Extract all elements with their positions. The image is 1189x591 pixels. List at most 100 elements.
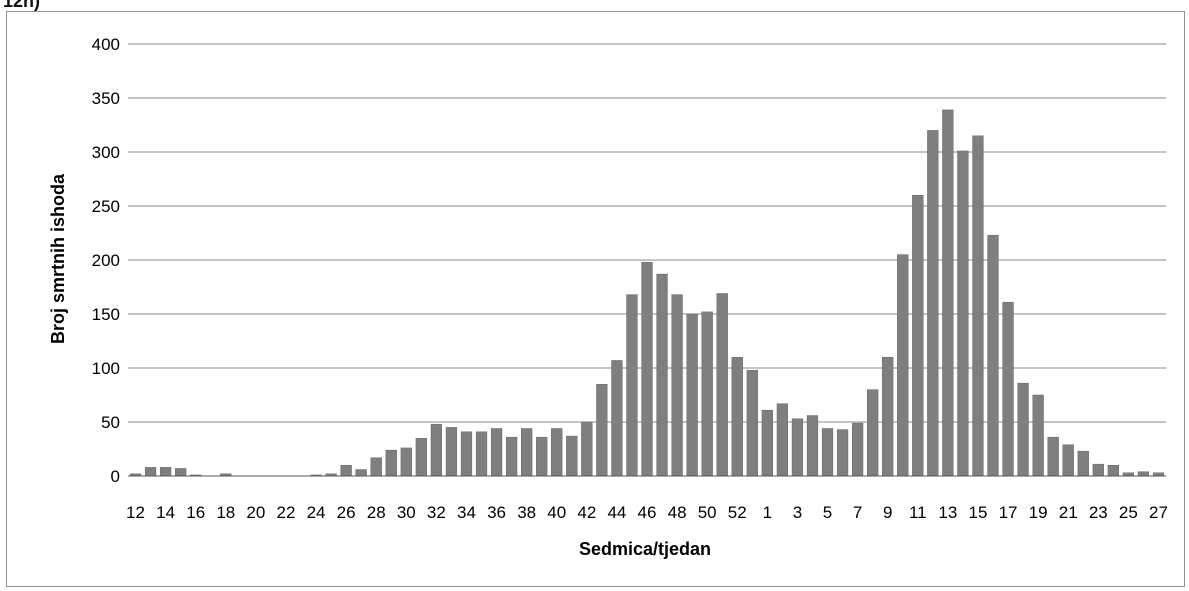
bar-week-21-idx61 <box>1047 436 1059 477</box>
bar-week-37-idx25 <box>505 436 518 477</box>
bar-week-19-idx59 <box>1017 382 1029 477</box>
x-tick-label: 24 <box>307 503 326 522</box>
bar-week-49-idx37 <box>686 313 698 477</box>
x-tick-label: 22 <box>276 503 295 522</box>
x-tick-label: 14 <box>156 503 175 522</box>
bar-week-43-idx31 <box>596 384 608 477</box>
bar-week-26-idx14 <box>340 465 352 477</box>
y-tick-label: 250 <box>92 197 120 216</box>
x-tick-label: 46 <box>638 503 657 522</box>
bar-week-1-idx41 <box>746 369 758 477</box>
x-tick-label: 21 <box>1059 503 1078 522</box>
y-tick-label: 0 <box>111 467 120 486</box>
bar-week-47-idx35 <box>656 273 668 477</box>
y-tick-label: 300 <box>92 143 120 162</box>
bar-week-27-idx15 <box>355 469 367 477</box>
bar-week-32-idx20 <box>430 423 443 477</box>
bar-week-5-idx45 <box>806 415 819 477</box>
bar-week-30-idx18 <box>400 447 412 477</box>
bar-week-10-idx50 <box>882 357 894 477</box>
x-tick-label: 5 <box>823 503 832 522</box>
x-tick-label: 27 <box>1149 503 1168 522</box>
bar-week-24-idx64 <box>1092 463 1104 477</box>
bar-week-45-idx33 <box>626 294 638 477</box>
bar-week-41-idx29 <box>566 435 578 477</box>
bar-week-4-idx44 <box>791 418 804 477</box>
bar-week-2-idx42 <box>761 409 773 477</box>
bar-week-33-idx21 <box>445 427 458 477</box>
y-tick-label: 400 <box>92 35 120 54</box>
x-tick-label: 15 <box>968 503 987 522</box>
y-tick-label: 350 <box>92 89 120 108</box>
x-tick-label: 38 <box>517 503 536 522</box>
x-tick-label: 34 <box>457 503 476 522</box>
x-tick-label: 36 <box>487 503 506 522</box>
bar-week-15-idx3 <box>175 468 187 477</box>
x-tick-label: 48 <box>668 503 687 522</box>
bar-week-7-idx47 <box>836 429 849 477</box>
bar-week-51-idx39 <box>716 293 728 477</box>
x-tick-label: 17 <box>999 503 1018 522</box>
bar-week-22-idx62 <box>1062 444 1074 477</box>
x-tick-label: 1 <box>763 503 772 522</box>
bar-week-3-idx43 <box>776 403 789 477</box>
x-tick-label: 44 <box>607 503 626 522</box>
bar-week-20-idx60 <box>1032 394 1044 477</box>
x-tick-label: 12 <box>126 503 145 522</box>
bar-week-40-idx28 <box>551 428 563 477</box>
x-tick-label: 40 <box>547 503 566 522</box>
x-tick-label: 25 <box>1119 503 1138 522</box>
x-axis-label: Sedmica/tjedan <box>579 539 711 559</box>
x-tick-label: 11 <box>909 503 927 522</box>
bar-week-6-idx46 <box>821 428 834 477</box>
bar-week-11-idx51 <box>897 254 909 477</box>
bar-week-9-idx49 <box>867 389 879 477</box>
bar-week-14-idx54 <box>942 109 954 477</box>
x-tick-label: 52 <box>728 503 747 522</box>
x-tick-label: 3 <box>793 503 802 522</box>
bar-week-16-idx56 <box>972 135 984 477</box>
bar-week-46-idx34 <box>641 261 653 477</box>
y-axis-label: Broj smrtnih ishoda <box>48 173 68 344</box>
bar-week-36-idx24 <box>490 428 503 477</box>
bar-week-15-idx55 <box>957 150 969 477</box>
bar-week-18-idx58 <box>1002 301 1014 477</box>
bar-week-14-idx2 <box>159 467 172 477</box>
x-tick-label: 13 <box>938 503 957 522</box>
bar-week-28-idx16 <box>370 457 382 477</box>
x-tick-label: 19 <box>1029 503 1048 522</box>
bar-week-39-idx27 <box>536 436 548 477</box>
bar-week-17-idx57 <box>987 234 999 477</box>
figure-corner-label: 12h) <box>3 0 41 11</box>
y-tick-label: 100 <box>92 359 120 378</box>
bar-week-29-idx17 <box>385 449 397 477</box>
x-tick-label: 9 <box>883 503 892 522</box>
bar-week-35-idx23 <box>475 431 488 477</box>
x-tick-label: 42 <box>577 503 596 522</box>
y-tick-label: 50 <box>101 413 120 432</box>
x-tick-label: 28 <box>367 503 386 522</box>
bars <box>129 109 1165 477</box>
x-tick-label: 23 <box>1089 503 1108 522</box>
bar-week-13-idx53 <box>927 130 939 477</box>
bar-week-42-idx30 <box>581 421 593 477</box>
bar-week-27-idx67 <box>1137 471 1150 477</box>
bar-week-44-idx32 <box>611 360 623 477</box>
bar-week-23-idx63 <box>1077 450 1089 477</box>
bar-week-52-idx40 <box>731 357 743 477</box>
x-tick-label: 18 <box>216 503 235 522</box>
bar-week-12-idx52 <box>912 194 924 477</box>
bar-week-8-idx48 <box>851 422 864 477</box>
bar-week-38-idx26 <box>521 428 533 477</box>
x-tick-label: 7 <box>853 503 862 522</box>
x-tick-label: 16 <box>186 503 205 522</box>
x-tick-label: 32 <box>427 503 446 522</box>
x-tick-label: 30 <box>397 503 416 522</box>
x-tick-label: 26 <box>337 503 356 522</box>
bar-week-13-idx1 <box>144 467 157 477</box>
y-tick-label: 150 <box>92 305 120 324</box>
y-tick-label: 200 <box>92 251 120 270</box>
bar-week-50-idx38 <box>701 311 713 477</box>
x-tick-label: 20 <box>246 503 265 522</box>
